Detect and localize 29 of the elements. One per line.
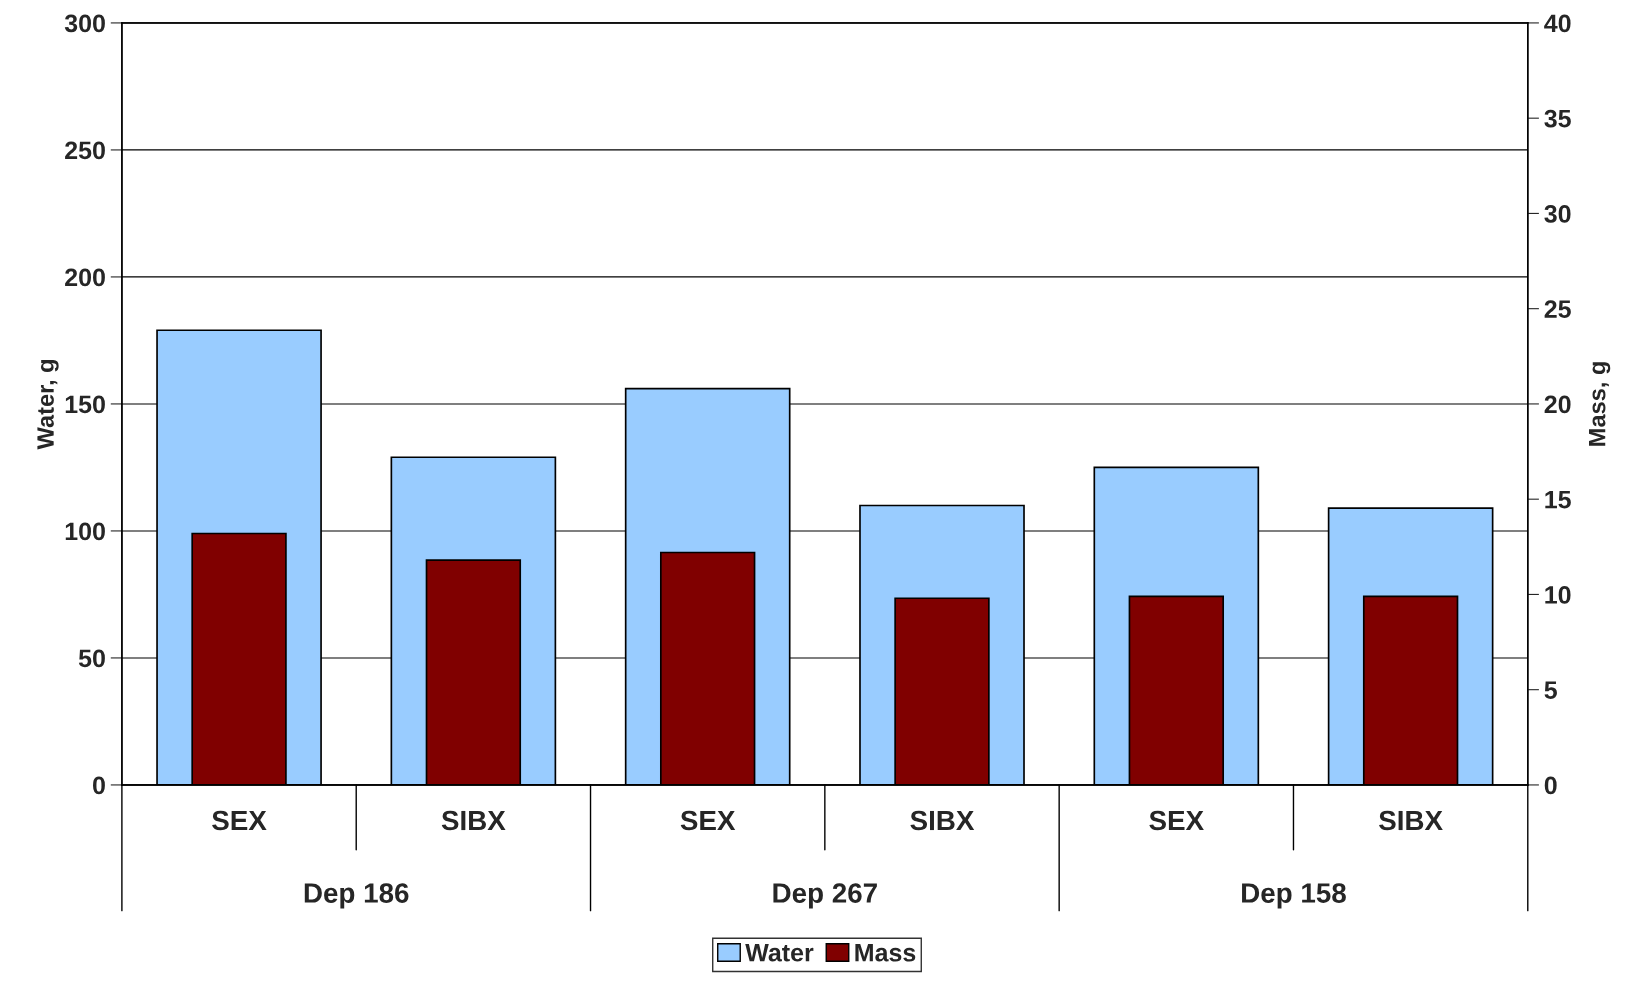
text: Dep 158: [1242, 883, 1346, 909]
y2-tick-label: 0: [1544, 776, 1557, 795]
y2-tick-label: 10: [1545, 586, 1571, 604]
x-tick-label: SIBX: [910, 810, 975, 831]
y-tick-label: 250: [65, 141, 105, 160]
y2-tick-label: 15: [1545, 491, 1571, 509]
y2-tick-label: 40: [1544, 14, 1571, 33]
y2-tick-label: 30: [1544, 205, 1571, 223]
legend-label: Mass: [855, 944, 916, 962]
y2-tick-label: 20: [1544, 395, 1571, 414]
y2-axis-title: Mass, g: [1589, 362, 1611, 446]
text: Dep 186: [304, 883, 409, 909]
y-tick-label: 200: [65, 268, 105, 287]
x-tick-label: SEX: [680, 810, 736, 831]
y2-tick-label: 35: [1544, 109, 1571, 128]
x-tick-label: SEX: [1149, 810, 1204, 831]
text: Dep 267: [773, 883, 877, 909]
x-tick-label: SEX: [212, 810, 267, 831]
x-tick-label: SIBX: [441, 810, 506, 831]
legend-label: Water: [745, 944, 814, 962]
y-tick-label: 150: [65, 395, 105, 414]
y2-tick-label: 25: [1544, 300, 1571, 318]
x-tick-label: SIBX: [1379, 810, 1443, 831]
y-axis-title: Water, g: [37, 360, 59, 450]
y2-tick-label: 5: [1544, 681, 1557, 699]
y-tick-label: 50: [78, 649, 105, 668]
y-tick-label: 300: [64, 14, 105, 33]
y-tick-label: 100: [65, 522, 105, 541]
y-tick-label: 0: [93, 776, 105, 795]
